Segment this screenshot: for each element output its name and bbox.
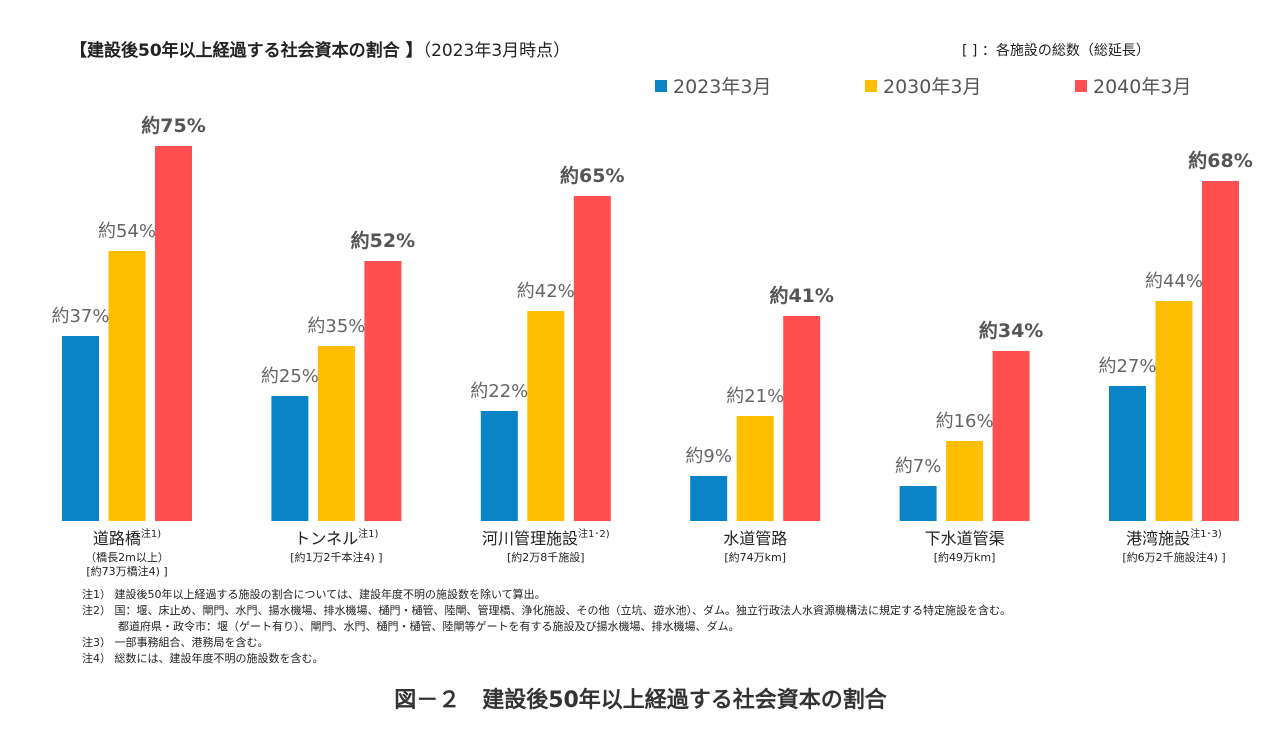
data-label: 約9% (685, 446, 732, 467)
footnote-2: 注2） 国：堰、床止め、閘門、水門、揚水機場、排水機場、樋門・樋管、陸閘、管理橋… (82, 604, 1011, 617)
data-label: 約65% (560, 164, 624, 187)
legend-swatch (865, 79, 877, 92)
data-label: 約41% (769, 284, 833, 307)
category-note: 注1･2) (578, 527, 610, 540)
category-label: 水道管路 (723, 529, 787, 548)
bar (480, 411, 518, 521)
title-sub: （2023年3月時点） (422, 41, 571, 61)
total-note: [ ] ：各施設の総数（総延長） (962, 43, 1150, 59)
bar (1202, 181, 1239, 521)
bar (62, 336, 99, 521)
category-sublabel: [約6万2千施設注4) ] (1122, 550, 1225, 564)
data-label: 約7% (895, 456, 942, 477)
bar (1109, 386, 1146, 521)
data-label: 約68% (1188, 149, 1252, 172)
bar (783, 316, 821, 521)
data-label: 約21% (726, 386, 784, 407)
bar (317, 346, 355, 521)
footnote-3: 注3） 一部事務組合、港務局を含む。 (82, 636, 269, 649)
data-label: 約52% (351, 229, 415, 252)
bar (690, 476, 728, 521)
footnote-2-cont: 都道府県・政令市：堰（ゲート有り）、閘門、水門、樋門・樋管、陸閘等ゲートを有する… (118, 620, 740, 633)
bar (364, 261, 402, 521)
legend-label: 2040年3月 (1093, 76, 1192, 98)
bar (1155, 301, 1193, 521)
legend-swatch (1075, 79, 1087, 92)
data-label: 約75% (141, 114, 205, 137)
category-label: 道路橋注1) (93, 527, 161, 548)
title-main: 【建設後50年以上経過する社会資本の割合 】 (70, 41, 423, 61)
legend-swatch (655, 79, 667, 92)
bar (946, 441, 984, 521)
category-note: 注1) (141, 527, 161, 540)
bar (573, 196, 611, 521)
category-sublabel: [約49万km] (934, 550, 996, 564)
data-label: 約25% (261, 366, 319, 387)
footnote-4: 注4） 総数には、建設年度不明の施設数を含む。 (82, 652, 324, 665)
category-label: トンネル注1) (294, 527, 378, 548)
legend-item: 2023年3月 (655, 72, 771, 99)
category-sublabel: [約73万橋注4) ] (86, 564, 167, 578)
legend-label: 2023年3月 (673, 76, 772, 98)
bar (899, 486, 937, 521)
legend-item: 2040年3月 (1075, 72, 1191, 99)
data-label: 約22% (470, 381, 528, 402)
category-note: 注1) (358, 527, 378, 540)
bar (992, 351, 1030, 521)
footnotes: 注1） 建設後50年以上経過する施設の割合については、建設年度不明の施設数を除い… (82, 587, 1011, 667)
category-label: 河川管理施設注1･2) (482, 527, 610, 548)
data-label: 約54% (98, 221, 156, 242)
category-sublabel: [約1万2千本注4) ] (290, 550, 382, 564)
chart-title: 【建設後50年以上経過する社会資本の割合 】（2023年3月時点） (70, 36, 570, 61)
bar (155, 146, 192, 521)
bar-chart: 約37% 約54% 約75% 道路橋注1) （橋長2m以上）[約73万橋注4) ] 約25… (51, 114, 1252, 578)
bar (527, 311, 565, 521)
category-label: 港湾施設注1･3) (1126, 527, 1222, 548)
data-label: 約16% (936, 411, 994, 432)
legend-label: 2030年3月 (883, 76, 982, 98)
figure-caption: 図－２ 建設後50年以上経過する社会資本の割合 (394, 688, 887, 713)
category-sublabel: [約2万8千施設] (507, 550, 585, 564)
bar (736, 416, 774, 521)
legend: 2023年3月 2030年3月 2040年3月 (0, 72, 1281, 100)
category-note: 注1･3) (1190, 527, 1222, 540)
bar (271, 396, 309, 521)
bar (108, 251, 146, 521)
data-label: 約42% (517, 281, 575, 302)
legend-item: 2030年3月 (865, 72, 981, 99)
data-label: 約27% (1098, 356, 1156, 377)
category-sublabel: （橋長2m以上） (85, 550, 169, 564)
category-label: 下水道管渠 (925, 529, 1005, 548)
data-label: 約34% (979, 319, 1043, 342)
data-label: 約37% (51, 306, 109, 327)
data-label: 約44% (1145, 271, 1203, 292)
footnote-1: 注1） 建設後50年以上経過する施設の割合については、建設年度不明の施設数を除い… (82, 588, 546, 601)
category-sublabel: [約74万km] (724, 550, 786, 564)
data-label: 約35% (307, 316, 365, 337)
